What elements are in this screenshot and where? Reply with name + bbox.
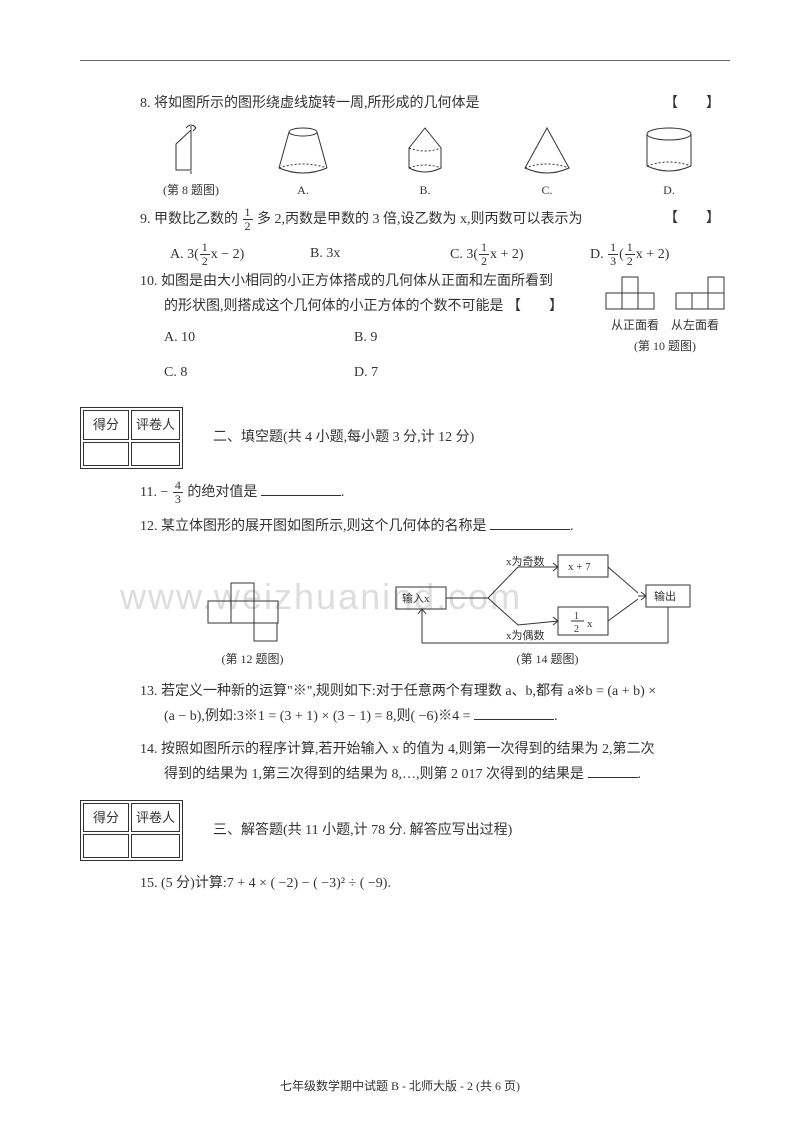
q15-text: (5 分)计算:7 + 4 × ( −2) − ( −3)² ÷ ( −9).: [161, 876, 391, 891]
blank: [588, 763, 638, 778]
q9d-mid: (: [619, 247, 624, 262]
fraction: 12: [625, 241, 635, 268]
svg-text:x: x: [587, 618, 593, 630]
q14-cap: (第 14 题图): [378, 649, 718, 671]
blank: [490, 515, 570, 530]
svg-text:x为偶数: x为偶数: [506, 629, 545, 642]
q8-a: A.: [248, 180, 358, 202]
question-10: 从正面看 从左面看 (第 10 题图) 10. 如图是由大小相同的小正方体搭成的…: [140, 269, 730, 396]
cone-cylinder-icon: [395, 124, 455, 178]
q10-left: 从左面看: [671, 318, 719, 332]
q10-c: C. 8: [164, 360, 354, 385]
q9-text-a: 甲数比乙数的: [154, 212, 238, 227]
fraction: 13: [608, 241, 618, 268]
score-h2: 评卷人: [131, 803, 180, 832]
q8-b: B.: [370, 180, 480, 202]
q12-cap: (第 12 题图): [153, 649, 353, 671]
cone-icon: [517, 124, 577, 178]
score-h2: 评卷人: [131, 410, 180, 439]
q9c-post: x + 2): [490, 247, 524, 262]
q13-t2: (a − b),例如:3※1 = (3 + 1) × (3 − 1) = 8,则…: [164, 709, 471, 724]
q11-dot: .: [341, 485, 345, 500]
q10-text2: 的形状图,则搭成这个几何体的小正方体的个数不可能是: [164, 299, 504, 314]
q13-t1: 若定义一种新的运算"※",规则如下:对于任意两个有理数 a、b,都有 a※b =…: [161, 684, 656, 699]
q9a-post: x − 2): [211, 247, 245, 262]
q8-c: C.: [492, 180, 602, 202]
question-14: 14. 按照如图所示的程序计算,若开始输入 x 的值为 4,则第一次得到的结果为…: [140, 737, 730, 787]
svg-text:1: 1: [574, 611, 579, 622]
question-12: 12. 某立体图形的展开图如图所示,则这个几何体的名称是 .: [140, 514, 730, 539]
score-box: 得分评卷人: [80, 800, 183, 861]
q10-a: A. 10: [164, 325, 354, 350]
q9d-pre: D.: [590, 247, 607, 262]
net-icon: [198, 577, 308, 647]
q9a-pre: A. 3(: [170, 247, 199, 262]
q14-num: 14.: [140, 742, 158, 757]
q10-cap: (第 10 题图): [600, 336, 730, 358]
svg-text:x为奇数: x为奇数: [506, 555, 545, 568]
q14-t2: 得到的结果为 1,第三次得到的结果为 8,…,则第 2 017 次得到的结果是: [164, 767, 584, 782]
q9-opt-c: C. 3(12x + 2): [450, 241, 590, 268]
q9-options: A. 3(12x − 2) B. 3x C. 3(12x + 2) D. 13(…: [170, 241, 730, 268]
q9-num: 9.: [140, 212, 151, 227]
q10-bracket: 【 】: [507, 299, 563, 314]
fraction-4-3: 43: [173, 479, 183, 506]
score-h1: 得分: [83, 410, 129, 439]
section-3-title: 三、解答题(共 11 小题,计 78 分. 解答应写出过程): [213, 818, 512, 843]
q8-text: 将如图所示的图形绕虚线旋转一周,所形成的几何体是: [154, 96, 480, 111]
q8-bracket: 【 】: [664, 91, 720, 116]
q8-d: D.: [614, 180, 724, 202]
q9-opt-a: A. 3(12x − 2): [170, 241, 310, 268]
svg-text:x + 7: x + 7: [568, 561, 591, 573]
flowchart-icon: 输入x x为奇数 x为偶数 x + 7 输出: [388, 547, 708, 647]
section-2-title: 二、填空题(共 4 小题,每小题 3 分,计 12 分): [213, 425, 474, 450]
fraction-1-2: 12: [243, 206, 253, 233]
q10-d: D. 7: [354, 360, 544, 385]
svg-text:2: 2: [574, 624, 579, 635]
q8-num: 8.: [140, 96, 151, 111]
q14-t1: 按照如图所示的程序计算,若开始输入 x 的值为 4,则第一次得到的结果为 2,第…: [161, 742, 655, 757]
q9d-post: x + 2): [636, 247, 670, 262]
q9c-pre: C. 3(: [450, 247, 478, 262]
question-9: 9. 甲数比乙数的 12 多 2,丙数是甲数的 3 倍,设乙数为 x,则丙数可以…: [140, 206, 730, 233]
q9-text-b: 多 2,丙数是甲数的 3 倍,设乙数为 x,则丙数可以表示为: [257, 212, 583, 227]
page-footer: 七年级数学期中试题 B - 北师大版 - 2 (共 6 页): [0, 1076, 800, 1098]
cylinder-icon: [639, 124, 699, 178]
section-2-header: 得分评卷人 二、填空题(共 4 小题,每小题 3 分,计 12 分): [80, 407, 730, 468]
blank: [474, 705, 554, 720]
q9-opt-d: D. 13(12x + 2): [590, 241, 730, 268]
question-15: 15. (5 分)计算:7 + 4 × ( −2) − ( −3)² ÷ ( −…: [140, 871, 730, 896]
q8-figures: (第 8 题图) A. B.: [140, 124, 730, 202]
q10-text1: 如图是由大小相同的小正方体搭成的几何体从正面和左面所看到: [161, 274, 553, 289]
q11-b: 的绝对值是: [187, 485, 257, 500]
q12-q14-figures: (第 12 题图) 输入x x为奇数 x为偶数 x + 7: [140, 547, 730, 671]
question-11: 11. − 43 的绝对值是 .: [140, 479, 730, 506]
question-13: 13. 若定义一种新的运算"※",规则如下:对于任意两个有理数 a、b,都有 a…: [140, 679, 730, 729]
q8-shape-icon: [166, 124, 216, 178]
fraction: 12: [200, 241, 210, 268]
q15-num: 15.: [140, 876, 158, 891]
svg-text:输入x: 输入x: [402, 591, 430, 605]
q10-b: B. 9: [354, 325, 544, 350]
score-box: 得分评卷人: [80, 407, 183, 468]
q12-text: 某立体图形的展开图如图所示,则这个几何体的名称是: [161, 519, 487, 534]
q11-a: −: [160, 485, 168, 500]
blank: [261, 481, 341, 496]
q10-front: 从正面看: [611, 318, 659, 332]
q8-cap0: (第 8 题图): [146, 180, 236, 202]
q10-num: 10.: [140, 274, 158, 289]
q11-num: 11.: [140, 485, 157, 500]
q12-num: 12.: [140, 519, 158, 534]
q10-figure: 从正面看 从左面看 (第 10 题图): [600, 269, 730, 358]
q13-num: 13.: [140, 684, 158, 699]
question-8: 8. 将如图所示的图形绕虚线旋转一周,所形成的几何体是 【 】: [140, 91, 730, 116]
section-3-header: 得分评卷人 三、解答题(共 11 小题,计 78 分. 解答应写出过程): [80, 800, 730, 861]
q9-opt-b: B. 3x: [310, 241, 450, 268]
fraction: 12: [479, 241, 489, 268]
svg-text:输出: 输出: [654, 589, 676, 603]
frustum-icon: [273, 124, 333, 178]
q9-bracket: 【 】: [664, 206, 720, 231]
score-h1: 得分: [83, 803, 129, 832]
